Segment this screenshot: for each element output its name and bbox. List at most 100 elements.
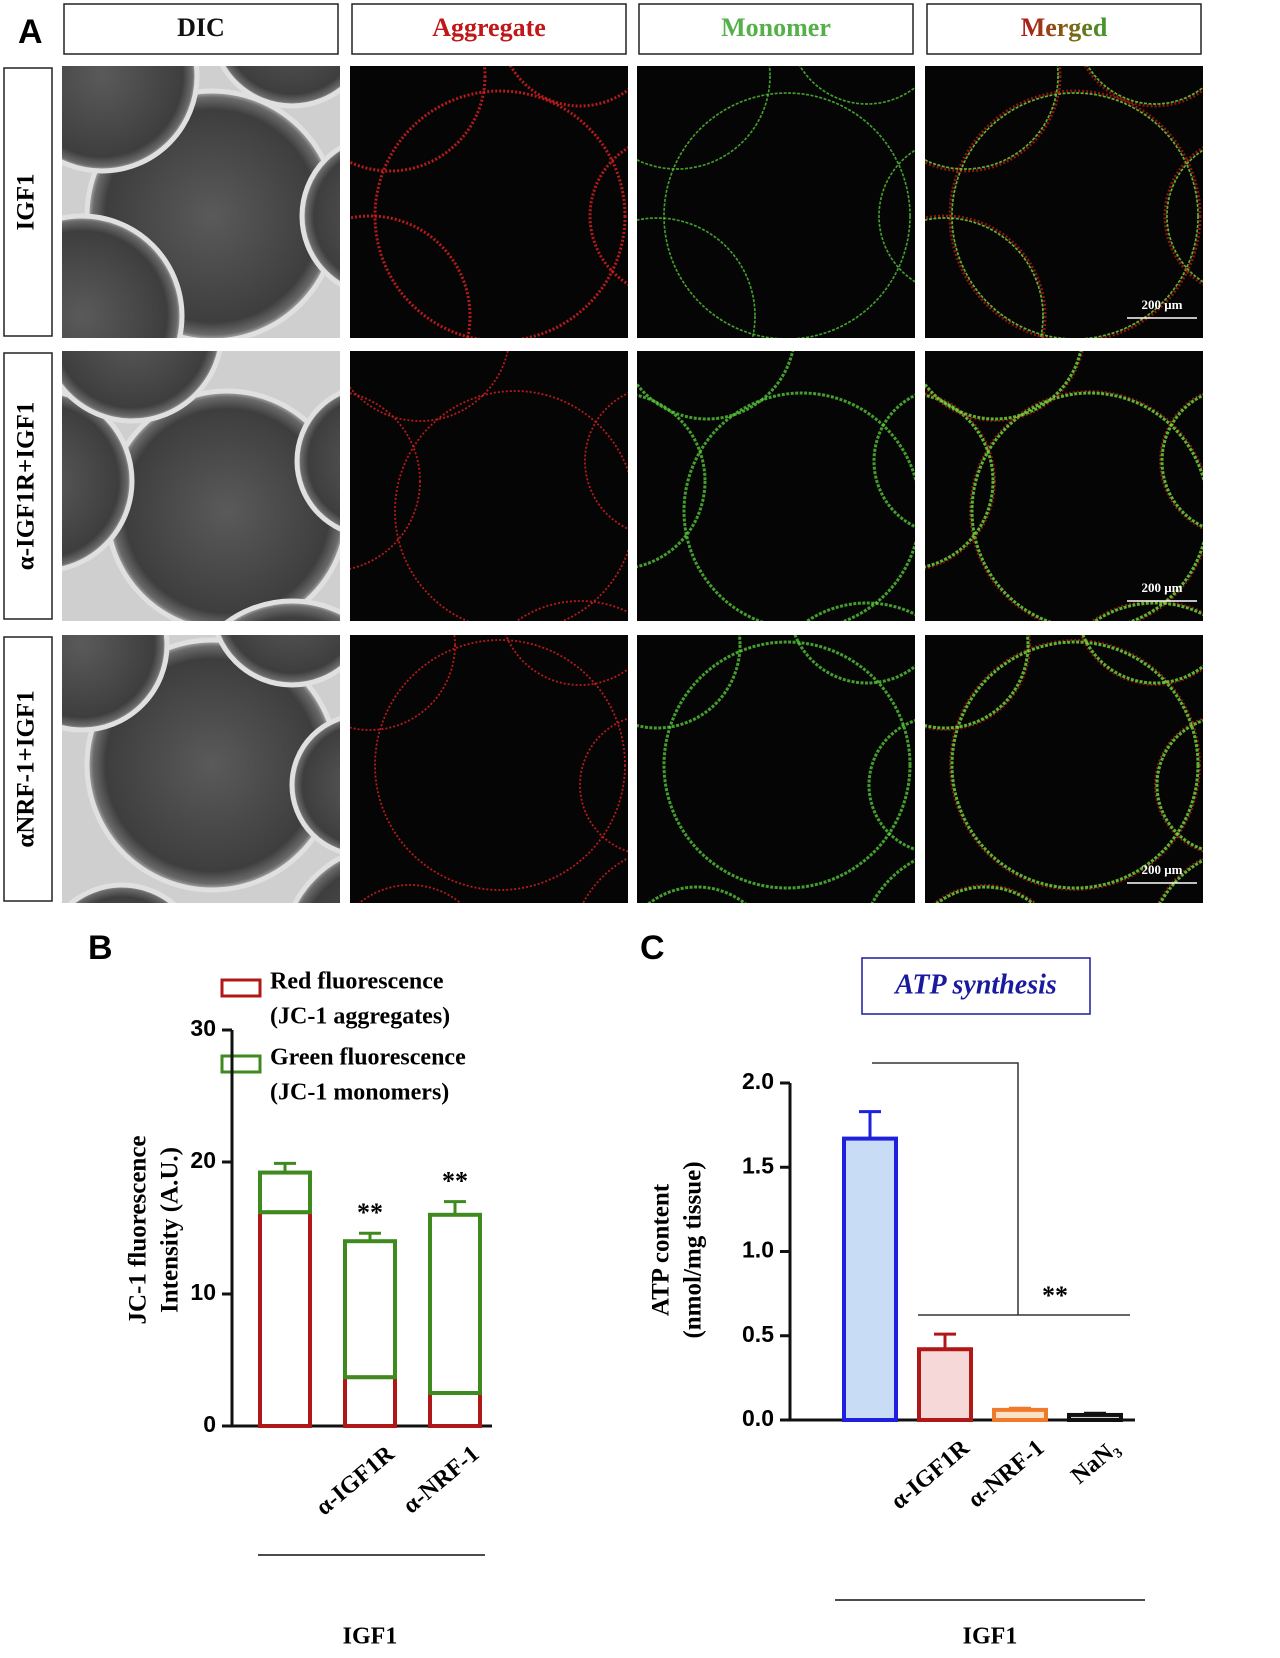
column-header-box: [63, 3, 339, 55]
membrane-red: [350, 635, 456, 731]
micrograph: 200 μm: [925, 635, 1203, 903]
membrane-red: [925, 351, 1084, 422]
membrane-red: [350, 392, 421, 570]
legend-swatch: [220, 978, 262, 998]
group-label: IGF1: [343, 1624, 398, 1650]
panel-label: B: [88, 929, 113, 967]
membrane-red: [969, 390, 1203, 621]
panel-label: C: [640, 929, 665, 967]
micrograph-bg: [637, 635, 915, 903]
micrograph: [62, 66, 340, 338]
membrane-red: [1083, 66, 1203, 108]
membrane-green: [663, 92, 911, 338]
membrane-red: [925, 66, 1062, 173]
membrane-green: [637, 66, 771, 170]
oocyte: [219, 66, 340, 109]
bar: [917, 1347, 973, 1422]
y-tick-label: 10: [190, 1279, 216, 1305]
legend-label: Red fluorescence: [270, 969, 444, 995]
oocyte: [292, 855, 340, 903]
x-tick-label: α-NRF-1: [398, 1441, 484, 1519]
bar: [1067, 1412, 1123, 1422]
bar-segment: [343, 1375, 397, 1429]
micrograph: [637, 66, 915, 338]
membrane-green: [799, 66, 915, 105]
membrane-green: [1155, 719, 1203, 851]
oocyte: [62, 351, 223, 424]
oocyte: [215, 635, 340, 688]
column-header: Merged: [1021, 13, 1108, 42]
bar-segment: [428, 1212, 482, 1396]
micrograph: 200 μm: [925, 66, 1203, 338]
membrane-green: [951, 92, 1199, 338]
membrane-green: [637, 217, 756, 338]
column-header: DIC: [177, 13, 225, 42]
micrograph-bg: [350, 351, 628, 621]
chart-title: ATP synthesis: [893, 969, 1057, 1000]
membrane-red: [350, 214, 472, 338]
membrane-green: [637, 635, 742, 730]
y-tick-label: 1.5: [742, 1152, 774, 1178]
membrane-green: [867, 719, 915, 851]
x-tick-label: α-NRF-1: [963, 1435, 1049, 1513]
membrane-red: [350, 66, 487, 173]
group-label: IGF1: [963, 1624, 1018, 1650]
membrane-green: [1081, 635, 1203, 685]
y-axis-label: JC-1 fluorescence: [125, 1135, 152, 1324]
membrane-green: [935, 885, 1035, 903]
membrane-green: [970, 391, 1203, 621]
column-header: Monomer: [721, 13, 831, 42]
scale-bar-label: 200 μm: [1142, 297, 1183, 312]
micrograph: [350, 635, 628, 903]
bar-segment: [343, 1239, 397, 1380]
bar: [842, 1136, 898, 1422]
membrane-red: [925, 635, 1031, 731]
membrane-green: [1166, 149, 1203, 283]
y-tick-label: 0.5: [742, 1321, 774, 1347]
row-label-box: [3, 67, 53, 337]
x-tick-label: NaN₃: [1066, 1435, 1124, 1490]
y-tick-label: 30: [190, 1015, 216, 1041]
legend-swatch: [220, 1054, 262, 1074]
micrograph-bg: [350, 66, 628, 338]
membrane-red: [949, 639, 1201, 891]
column-header-box: [351, 3, 627, 55]
oocyte: [62, 390, 135, 572]
bar-segment: [258, 1210, 312, 1429]
micrograph: [637, 635, 915, 903]
row-label-box: [3, 636, 53, 902]
membrane-green: [925, 66, 1059, 170]
panel-label: A: [18, 13, 43, 51]
y-tick-label: 0: [203, 1411, 216, 1437]
micrograph-bg: [637, 66, 915, 338]
y-tick-label: 1.0: [742, 1237, 774, 1263]
legend-label: (JC-1 aggregates): [270, 1004, 450, 1030]
bar-segment: [428, 1391, 482, 1428]
micrograph: [637, 351, 915, 621]
membrane-red: [948, 89, 1202, 338]
micrograph: [350, 66, 628, 338]
membrane-red: [925, 392, 996, 570]
membrane-green: [647, 885, 747, 903]
micrograph-bg: [350, 635, 628, 903]
x-tick-label: α-IGF1R: [311, 1440, 400, 1520]
oocyte: [224, 598, 340, 621]
micrograph: 200 μm: [925, 351, 1203, 621]
bar: [992, 1407, 1048, 1423]
row-label: IGF1: [13, 174, 40, 231]
micrograph: [350, 351, 628, 621]
y-tick-label: 2.0: [742, 1068, 774, 1094]
membrane-red: [373, 89, 627, 338]
membrane-green: [878, 149, 915, 283]
significance: **: [442, 1167, 468, 1196]
oocyte: [67, 882, 177, 903]
column-header-box: [926, 3, 1202, 55]
y-tick-label: 0.0: [742, 1405, 774, 1431]
membrane-green: [925, 217, 1044, 338]
bar-segment: [258, 1170, 312, 1215]
membrane-green: [1087, 66, 1203, 105]
membrane-red: [933, 884, 1037, 903]
membrane-green: [950, 640, 1200, 890]
significance: **: [357, 1198, 383, 1227]
